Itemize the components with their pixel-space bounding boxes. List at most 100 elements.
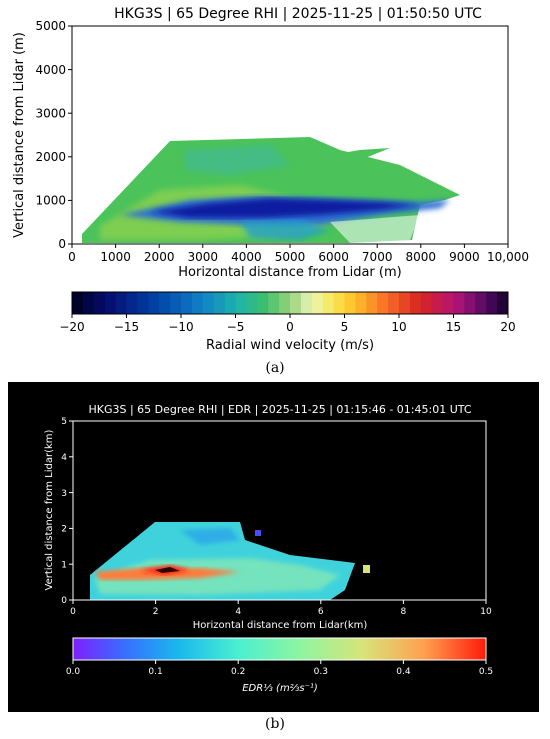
velocity-fragment-1 bbox=[330, 148, 390, 160]
panel-b-edr-field bbox=[90, 522, 370, 600]
colorbar-bin bbox=[202, 292, 215, 314]
colorbar-bin bbox=[420, 292, 433, 314]
colorbar-bin bbox=[453, 292, 465, 314]
edr-region-max bbox=[155, 567, 180, 573]
panel-a-x-label: Horizontal distance from Lidar (m) bbox=[178, 265, 401, 280]
panel-a-x-tick-label: 9000 bbox=[449, 250, 480, 264]
colorbar-bin bbox=[268, 292, 280, 314]
panel-a-colorbar-tick-label: −5 bbox=[227, 320, 245, 334]
panel-b-y-tick-label: 4 bbox=[61, 453, 67, 463]
panel-a-x-tick-label: 4000 bbox=[231, 250, 262, 264]
colorbar-bin bbox=[246, 292, 258, 314]
colorbar-bin bbox=[93, 292, 106, 314]
velocity-region-upper bbox=[185, 145, 290, 175]
panel-b-colorbar-tick-label: 0.4 bbox=[396, 667, 411, 677]
panel-a-caption: (a) bbox=[265, 360, 285, 376]
panel-b-y-tick-label: 3 bbox=[61, 489, 67, 499]
panel-b-x-tick-label: 2 bbox=[153, 607, 159, 617]
colorbar-bin bbox=[399, 292, 411, 314]
panel-b: HKG3S | 65 Degree RHI | EDR | 2025-11-25… bbox=[8, 382, 539, 712]
velocity-gaps bbox=[330, 215, 420, 243]
panel-b-colorbar-tick-label: 0.0 bbox=[66, 667, 81, 677]
colorbar-bin bbox=[82, 292, 95, 314]
panel-b-colorbar-tick-label: 0.2 bbox=[231, 667, 245, 677]
colorbar-bin bbox=[126, 292, 138, 314]
edr-region-moderate bbox=[95, 558, 340, 595]
colorbar-bin bbox=[311, 292, 324, 314]
panel-b-x-tick-label: 4 bbox=[235, 607, 241, 617]
panel-b-background bbox=[8, 382, 539, 712]
colorbar-bin bbox=[72, 292, 84, 314]
panel-b-y-ticks: 0 1 2 3 4 5 bbox=[61, 417, 73, 606]
panel-a-velocity-field bbox=[82, 137, 460, 243]
panel-a-colorbar-tick-label: 5 bbox=[341, 320, 349, 334]
colorbar-bin bbox=[235, 292, 247, 314]
panel-a-y-tick-label: 5000 bbox=[35, 19, 66, 33]
colorbar-bin bbox=[213, 292, 225, 314]
panel-a-colorbar bbox=[72, 292, 509, 314]
panel-a-x-tick-label: 3000 bbox=[188, 250, 219, 264]
panel-b-y-tick-label: 2 bbox=[61, 525, 67, 535]
panel-b-colorbar-ticks: 0.0 0.1 0.2 0.3 0.4 0.5 bbox=[66, 660, 493, 677]
panel-a: HKG3S | 65 Degree RHI | 2025-11-25 | 01:… bbox=[12, 6, 529, 353]
panel-a-title: HKG3S | 65 Degree RHI | 2025-11-25 | 01:… bbox=[114, 6, 482, 22]
panel-b-y-label: Vertical distance from Lidar(km) bbox=[44, 429, 55, 590]
colorbar-bin bbox=[486, 292, 498, 314]
panel-a-x-tick-label: 10,000 bbox=[487, 250, 529, 264]
colorbar-bin bbox=[159, 292, 171, 314]
colorbar-bin bbox=[104, 292, 116, 314]
panel-a-y-tick-label: 1000 bbox=[35, 194, 66, 208]
colorbar-bin bbox=[137, 292, 149, 314]
panel-b-title: HKG3S | 65 Degree RHI | EDR | 2025-11-25… bbox=[88, 403, 471, 416]
colorbar-bin bbox=[322, 292, 334, 314]
velocity-region-lower bbox=[240, 220, 330, 240]
colorbar-bin bbox=[388, 292, 400, 314]
colorbar-bin bbox=[475, 292, 487, 314]
colorbar-bin bbox=[355, 292, 367, 314]
panel-b-x-ticks: 0 2 4 6 8 10 bbox=[70, 600, 492, 617]
panel-a-colorbar-tick-label: 20 bbox=[500, 320, 515, 334]
panel-a-colorbar-tick-label: −20 bbox=[59, 320, 84, 334]
panel-a-x-tick-label: 6000 bbox=[318, 250, 349, 264]
panel-a-x-tick-label: 7000 bbox=[362, 250, 393, 264]
panel-a-y-tick-label: 0 bbox=[58, 237, 66, 251]
colorbar-bin bbox=[181, 292, 193, 314]
panel-a-colorbar-tick-label: −10 bbox=[168, 320, 193, 334]
panel-b-colorbar-tick-label: 0.3 bbox=[314, 667, 328, 677]
panel-b-x-tick-label: 6 bbox=[318, 607, 324, 617]
panel-b-y-tick-label: 0 bbox=[61, 596, 67, 606]
panel-b-colorbar-label: EDR⅓ (m⅔s⁻¹) bbox=[242, 683, 318, 694]
panel-b-colorbar-tick-label: 0.1 bbox=[148, 667, 162, 677]
panel-a-colorbar-ticks: −20 −15 −10 −5 0 5 10 15 20 bbox=[59, 314, 516, 334]
panel-a-y-tick-label: 2000 bbox=[35, 150, 66, 164]
panel-a-colorbar-label: Radial wind velocity (m/s) bbox=[206, 338, 374, 353]
colorbar-bin bbox=[290, 292, 302, 314]
colorbar-bin bbox=[344, 292, 356, 314]
panel-a-x-tick-label: 0 bbox=[68, 250, 76, 264]
edr-fragment-2 bbox=[363, 565, 370, 573]
velocity-region-strong bbox=[150, 198, 420, 218]
colorbar-bin bbox=[366, 292, 378, 314]
panel-b-colorbar bbox=[72, 637, 487, 661]
panel-b-x-tick-label: 10 bbox=[480, 607, 492, 617]
colorbar-bin bbox=[224, 292, 236, 314]
panel-b-x-tick-label: 8 bbox=[401, 607, 407, 617]
colorbar-bin bbox=[377, 292, 389, 314]
colorbar-bin bbox=[333, 292, 345, 314]
panel-b-y-tick-label: 5 bbox=[61, 417, 67, 427]
panel-b-x-tick-label: 0 bbox=[70, 607, 76, 617]
colorbar-bin bbox=[409, 292, 422, 314]
panel-a-x-tick-label: 1000 bbox=[100, 250, 131, 264]
panel-a-y-ticks: 0 1000 2000 3000 4000 5000 bbox=[35, 19, 72, 251]
colorbar-bin bbox=[497, 292, 509, 314]
panel-b-x-label: Horizontal distance from Lidar(km) bbox=[193, 620, 368, 631]
panel-a-colorbar-tick-label: 10 bbox=[391, 320, 406, 334]
colorbar-bin bbox=[300, 292, 313, 314]
colorbar-bin bbox=[431, 292, 443, 314]
panel-b-caption: (b) bbox=[265, 716, 285, 732]
panel-b-y-tick-label: 1 bbox=[61, 560, 67, 570]
colorbar-bin bbox=[148, 292, 160, 314]
panel-a-colorbar-tick-label: −15 bbox=[114, 320, 139, 334]
colorbar-bin bbox=[442, 292, 454, 314]
